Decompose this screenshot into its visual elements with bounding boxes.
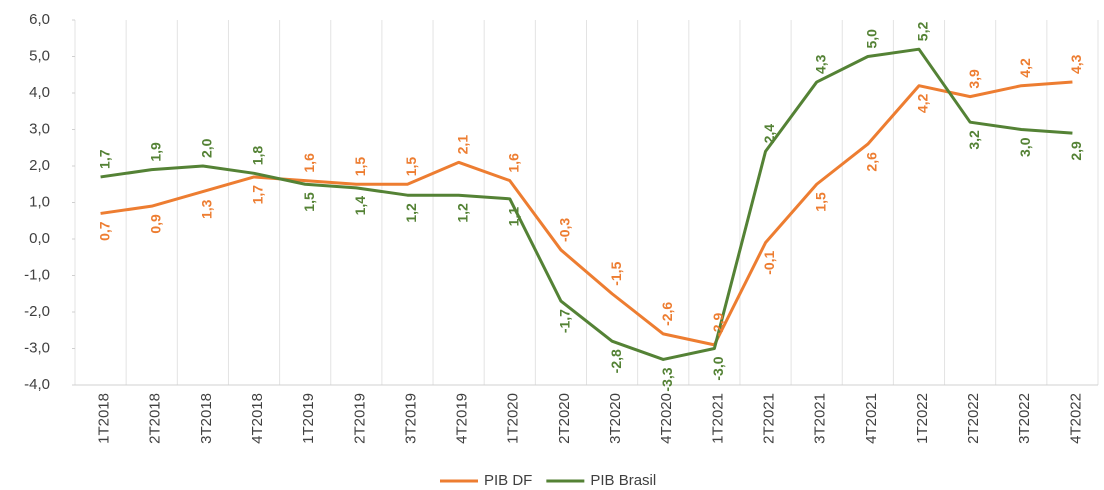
y-tick-label: 4,0 — [29, 84, 50, 101]
x-tick-label: 3T2019 — [402, 393, 419, 444]
data-label: 0,9 — [147, 214, 163, 234]
data-label: 1,7 — [96, 149, 112, 169]
y-tick-label: 5,0 — [29, 47, 50, 64]
x-tick-label: 1T2022 — [914, 393, 931, 444]
y-tick-label: 1,0 — [29, 193, 50, 210]
y-tick-label: -2,0 — [24, 303, 50, 320]
series-line — [100, 80, 1073, 347]
data-label: 5,0 — [864, 29, 880, 49]
data-label: 3,9 — [966, 69, 982, 89]
data-label: 0,7 — [96, 221, 112, 241]
data-label: 1,4 — [352, 196, 368, 216]
legend-label: PIB DF — [484, 472, 532, 489]
data-label: -1,7 — [557, 309, 573, 333]
y-tick-label: -1,0 — [24, 266, 50, 283]
data-label: 1,5 — [812, 192, 828, 212]
x-tick-label: 4T2021 — [863, 393, 880, 444]
x-tick-label: 2T2021 — [760, 393, 777, 444]
x-tick-label: 4T2018 — [249, 393, 266, 444]
x-tick-label: 4T2019 — [454, 393, 471, 444]
legend-label: PIB Brasil — [590, 472, 656, 489]
data-label: -1,5 — [608, 261, 624, 285]
x-tick-label: 3T2022 — [1016, 393, 1033, 444]
y-tick-label: 0,0 — [29, 230, 50, 247]
data-label: -3,0 — [710, 356, 726, 380]
x-tick-label: 3T2021 — [812, 393, 829, 444]
x-tick-label: 4T2022 — [1067, 393, 1084, 444]
x-tick-label: 2T2018 — [147, 393, 164, 444]
data-label: -0,1 — [761, 250, 777, 274]
data-label: -0,3 — [557, 218, 573, 242]
data-label: 1,9 — [147, 142, 163, 162]
x-tick-label: 1T2019 — [300, 393, 317, 444]
data-label: 1,5 — [301, 192, 317, 212]
y-tick-label: 6,0 — [29, 11, 50, 28]
data-label: 5,2 — [915, 22, 931, 42]
data-label: 1,5 — [403, 157, 419, 177]
y-tick-label: 2,0 — [29, 157, 50, 174]
x-tick-label: 2T2019 — [351, 393, 368, 444]
data-label: 1,5 — [352, 157, 368, 177]
data-label: -3,3 — [659, 367, 675, 391]
data-label: 4,3 — [812, 54, 828, 74]
series-line — [100, 47, 1073, 361]
data-label: 2,1 — [454, 135, 470, 155]
x-tick-label: 4T2020 — [658, 393, 675, 444]
y-tick-label: -4,0 — [24, 376, 50, 393]
data-label: 2,9 — [1068, 141, 1084, 161]
data-label: 1,7 — [250, 185, 266, 205]
y-tick-label: 3,0 — [29, 120, 50, 137]
x-tick-label: 2T2022 — [965, 393, 982, 444]
data-label: 1,8 — [250, 146, 266, 166]
data-label: -2,6 — [659, 302, 675, 326]
y-tick-label: -3,0 — [24, 339, 50, 356]
x-tick-label: 1T2020 — [505, 393, 522, 444]
data-label: 3,2 — [966, 130, 982, 150]
data-label: 1,6 — [505, 153, 521, 173]
x-tick-label: 2T2020 — [556, 393, 573, 444]
data-label: -2,9 — [710, 313, 726, 337]
data-label: 3,0 — [1017, 137, 1033, 157]
data-label: 2,0 — [199, 138, 215, 158]
data-label: 4,2 — [915, 93, 931, 113]
x-tick-label: 1T2021 — [709, 393, 726, 444]
data-label: -2,8 — [608, 349, 624, 373]
x-tick-label: 3T2018 — [198, 393, 215, 444]
data-label: 1,1 — [505, 207, 521, 227]
x-tick-label: 1T2018 — [96, 393, 113, 444]
data-label: 1,2 — [403, 203, 419, 223]
data-label: 4,2 — [1017, 58, 1033, 78]
data-label: 1,6 — [301, 153, 317, 173]
x-tick-label: 3T2020 — [607, 393, 624, 444]
data-label: 4,3 — [1068, 54, 1084, 74]
data-label: 1,2 — [454, 203, 470, 223]
data-label: 2,4 — [761, 124, 777, 144]
data-label: 2,6 — [864, 152, 880, 172]
data-label: 1,3 — [199, 199, 215, 219]
